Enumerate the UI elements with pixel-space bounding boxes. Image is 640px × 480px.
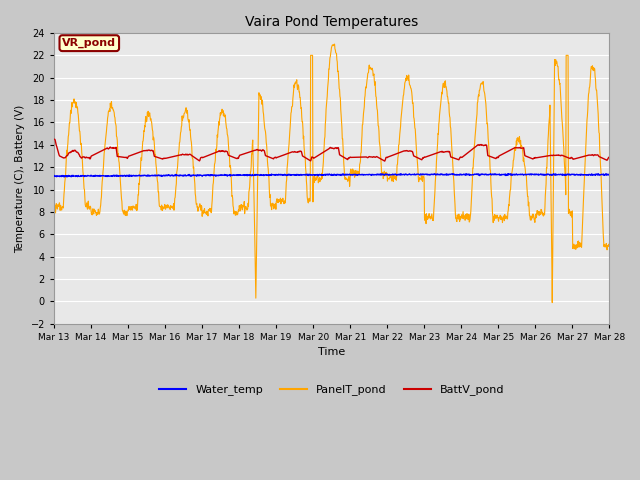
Legend: Water_temp, PanelT_pond, BattV_pond: Water_temp, PanelT_pond, BattV_pond [154,380,509,400]
Y-axis label: Temperature (C), Battery (V): Temperature (C), Battery (V) [15,104,25,252]
Title: Vaira Pond Temperatures: Vaira Pond Temperatures [245,15,419,29]
X-axis label: Time: Time [318,348,346,358]
Text: VR_pond: VR_pond [62,38,116,48]
